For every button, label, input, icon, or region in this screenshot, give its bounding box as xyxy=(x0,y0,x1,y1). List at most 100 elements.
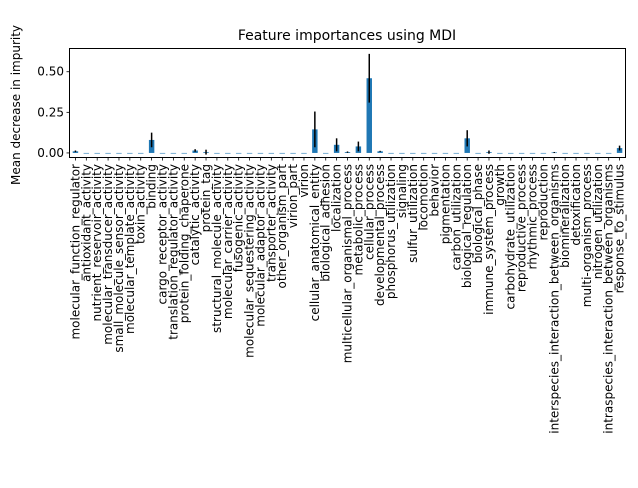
x-tick-label: antioxidant_activity xyxy=(79,164,93,282)
bar-biological-phase xyxy=(475,152,481,154)
bar-cellular-process xyxy=(366,78,372,153)
x-tick-label: metabolic_process xyxy=(351,164,365,275)
x-tick-label: detoxification xyxy=(569,164,583,246)
y-axis-label: Mean decrease in impurity xyxy=(9,25,23,185)
bar-antioxidant-activity xyxy=(83,152,90,154)
x-tick-label: biological_phase xyxy=(471,164,485,263)
bar-biomineralization xyxy=(562,152,568,154)
bar-structural-molecule-activity xyxy=(214,152,220,154)
bar-virion xyxy=(301,152,307,154)
error-bars-group xyxy=(74,53,621,155)
bar-translation-regulator-activity xyxy=(170,152,177,154)
bar-fusogenic-activity xyxy=(235,152,242,154)
x-tick-label: reproduction xyxy=(536,164,550,241)
x-tick-label: rhythmic_process xyxy=(526,164,540,269)
x-tick-label: cellular_process xyxy=(362,164,376,260)
bar-biological-adhesion xyxy=(323,152,329,154)
x-tick-label: molecular_function_regulator xyxy=(68,164,82,340)
bar-growth xyxy=(497,152,503,154)
bar-carbon-utilization xyxy=(453,152,460,154)
x-axis-ticks: molecular_function_regulatorantioxidant_… xyxy=(68,157,627,434)
x-tick-label: fusogenic_activity xyxy=(232,164,246,272)
bar-response-to-stimulus xyxy=(616,148,623,153)
bar-reproductive-process xyxy=(518,152,525,154)
x-tick-label: multi-organism_process xyxy=(580,164,594,307)
bar-molecular-sequestering-activity xyxy=(246,152,253,154)
bar-nutrient-reservoir-activity xyxy=(94,152,100,154)
x-tick-label: signaling xyxy=(395,164,409,218)
x-tick-label: locomotion xyxy=(417,164,431,231)
x-tick-label: sulfur_utilization xyxy=(406,164,420,263)
bar-other-organism-part xyxy=(279,152,285,154)
bar-molecular-transducer-activity xyxy=(105,152,111,154)
bars-group xyxy=(72,78,623,154)
x-tick-label: intraspecies_interaction_between_organis… xyxy=(602,164,616,434)
bar-molecular-carrier-activity xyxy=(225,152,231,154)
x-tick-label: immune_system_process xyxy=(482,164,496,315)
y-tick-label: 0.50 xyxy=(37,65,64,79)
x-tick-label: interspecies_interaction_between_organis… xyxy=(547,164,561,434)
x-tick-label: translation_regulator_activity xyxy=(166,164,180,340)
bar-pigmentation xyxy=(442,152,449,154)
x-tick-label: localization xyxy=(330,164,344,232)
bar-molecular-adaptor-activity xyxy=(257,152,264,154)
x-tick-label: developmental_process xyxy=(373,164,387,306)
x-tick-label: small_molecule_sensor_activity xyxy=(112,164,126,353)
x-tick-label: other_organism_part xyxy=(275,164,289,289)
x-tick-label: molecular_adaptor_activity xyxy=(253,164,267,327)
x-tick-label: molecular_transducer_activity xyxy=(101,164,115,345)
x-tick-label: multicellular_organismal_process xyxy=(341,164,355,363)
x-tick-label: molecular_template_activity xyxy=(123,164,137,334)
x-tick-label: response_to_stimulus xyxy=(613,164,627,293)
x-tick-label: behavior xyxy=(428,164,442,217)
y-tick-label: 0.25 xyxy=(37,105,64,119)
x-tick-label: virion xyxy=(297,164,311,198)
bar-phosphorus-utilization xyxy=(388,152,394,154)
x-tick-label: toxin_activity xyxy=(134,164,148,244)
x-tick-label: cellular_anatomical_entity xyxy=(308,164,322,321)
x-tick-label: cargo_receptor_activity xyxy=(156,164,170,305)
x-tick-label: transporter_activity xyxy=(264,164,278,282)
x-tick-label: biological_adhesion xyxy=(319,164,333,282)
bar-sulfur-utilization xyxy=(410,152,416,154)
bar-locomotion xyxy=(420,152,427,154)
bar-carbohydrate-utilization xyxy=(508,152,514,154)
bar-reproduction xyxy=(540,152,547,154)
bar-intraspecies-interaction-between-organisms xyxy=(605,152,612,154)
x-tick-label: nutrient_reservoir_activity xyxy=(90,164,104,321)
x-tick-label: structural_molecule_activity xyxy=(210,164,224,333)
bar-cargo-receptor-activity xyxy=(159,152,166,154)
x-tick-label: pigmentation xyxy=(438,164,452,244)
bar-nitrogen-utilization xyxy=(595,152,601,154)
bar-small-molecule-sensor-activity xyxy=(116,152,122,154)
y-axis-ticks: 0.00 0.25 0.50 xyxy=(37,65,70,160)
bar-virion-part xyxy=(290,152,296,154)
bar-multi-organism-process xyxy=(584,152,590,154)
x-tick-label: molecular_sequestering_activity xyxy=(243,164,257,358)
x-tick-label: catalytic_activity xyxy=(188,164,202,265)
y-tick-label: 0.00 xyxy=(37,146,64,160)
x-tick-label: growth xyxy=(493,164,507,206)
bar-signaling xyxy=(399,152,405,154)
x-tick-label: protein_tag xyxy=(199,164,213,232)
bar-transporter-activity xyxy=(268,152,275,154)
x-tick-label: protein_folding_chaperone xyxy=(177,164,191,323)
x-tick-label: carbohydrate_utilization xyxy=(504,164,518,310)
x-tick-label: binding xyxy=(145,164,159,209)
x-tick-label: molecular_carrier_activity xyxy=(221,164,235,319)
x-tick-label: carbon_utilization xyxy=(449,164,463,270)
bar-protein-folding-chaperone xyxy=(181,152,187,154)
x-tick-label: phosphorus_utilization xyxy=(384,164,398,299)
x-tick-label: virion_part xyxy=(286,164,300,229)
bar-detoxification xyxy=(573,152,579,154)
bar-developmental-process xyxy=(377,151,383,153)
x-tick-label: nitrogen_utilization xyxy=(591,164,605,279)
bar-rhythmic-process xyxy=(529,152,536,154)
bar-molecular-template-activity xyxy=(127,152,133,154)
x-tick-label: biological_regulation xyxy=(460,164,474,288)
plot-frame xyxy=(69,48,626,158)
x-tick-label: reproductive_process xyxy=(515,164,529,292)
bar-behavior xyxy=(431,152,438,154)
bar-toxin-activity xyxy=(138,152,144,154)
